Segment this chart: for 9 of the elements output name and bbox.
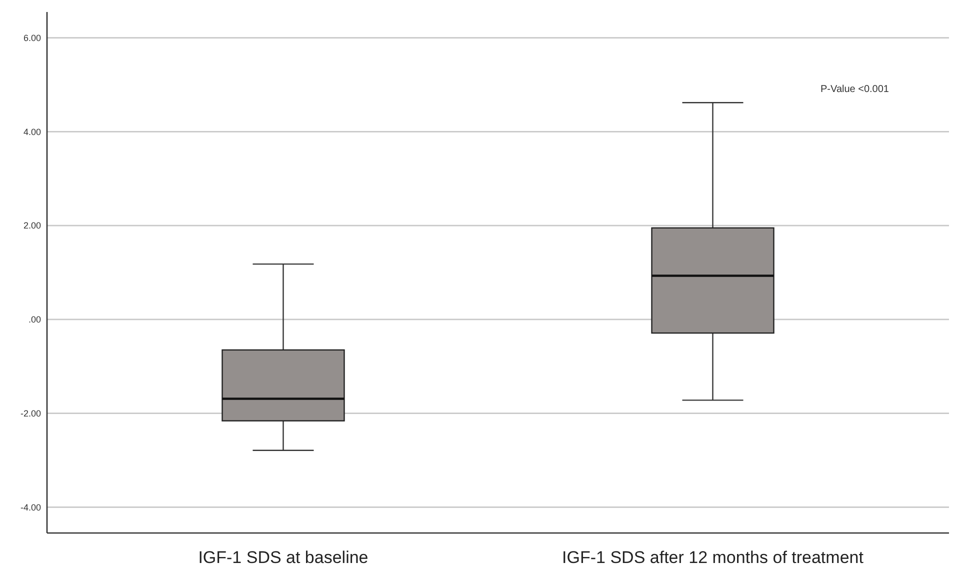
y-tick-label: -4.00 bbox=[20, 502, 41, 512]
y-tick-label: 6.00 bbox=[23, 32, 41, 43]
x-tick-label: IGF-1 SDS at baseline bbox=[198, 548, 368, 567]
y-tick-label: 4.00 bbox=[23, 126, 41, 137]
y-tick-label: .00 bbox=[28, 314, 41, 325]
x-tick-label: IGF-1 SDS after 12 months of treatment bbox=[562, 548, 864, 567]
annotation: P-Value <0.001 bbox=[820, 84, 890, 95]
y-tick-label: -2.00 bbox=[20, 408, 41, 418]
y-tick-label: 2.00 bbox=[23, 220, 41, 231]
